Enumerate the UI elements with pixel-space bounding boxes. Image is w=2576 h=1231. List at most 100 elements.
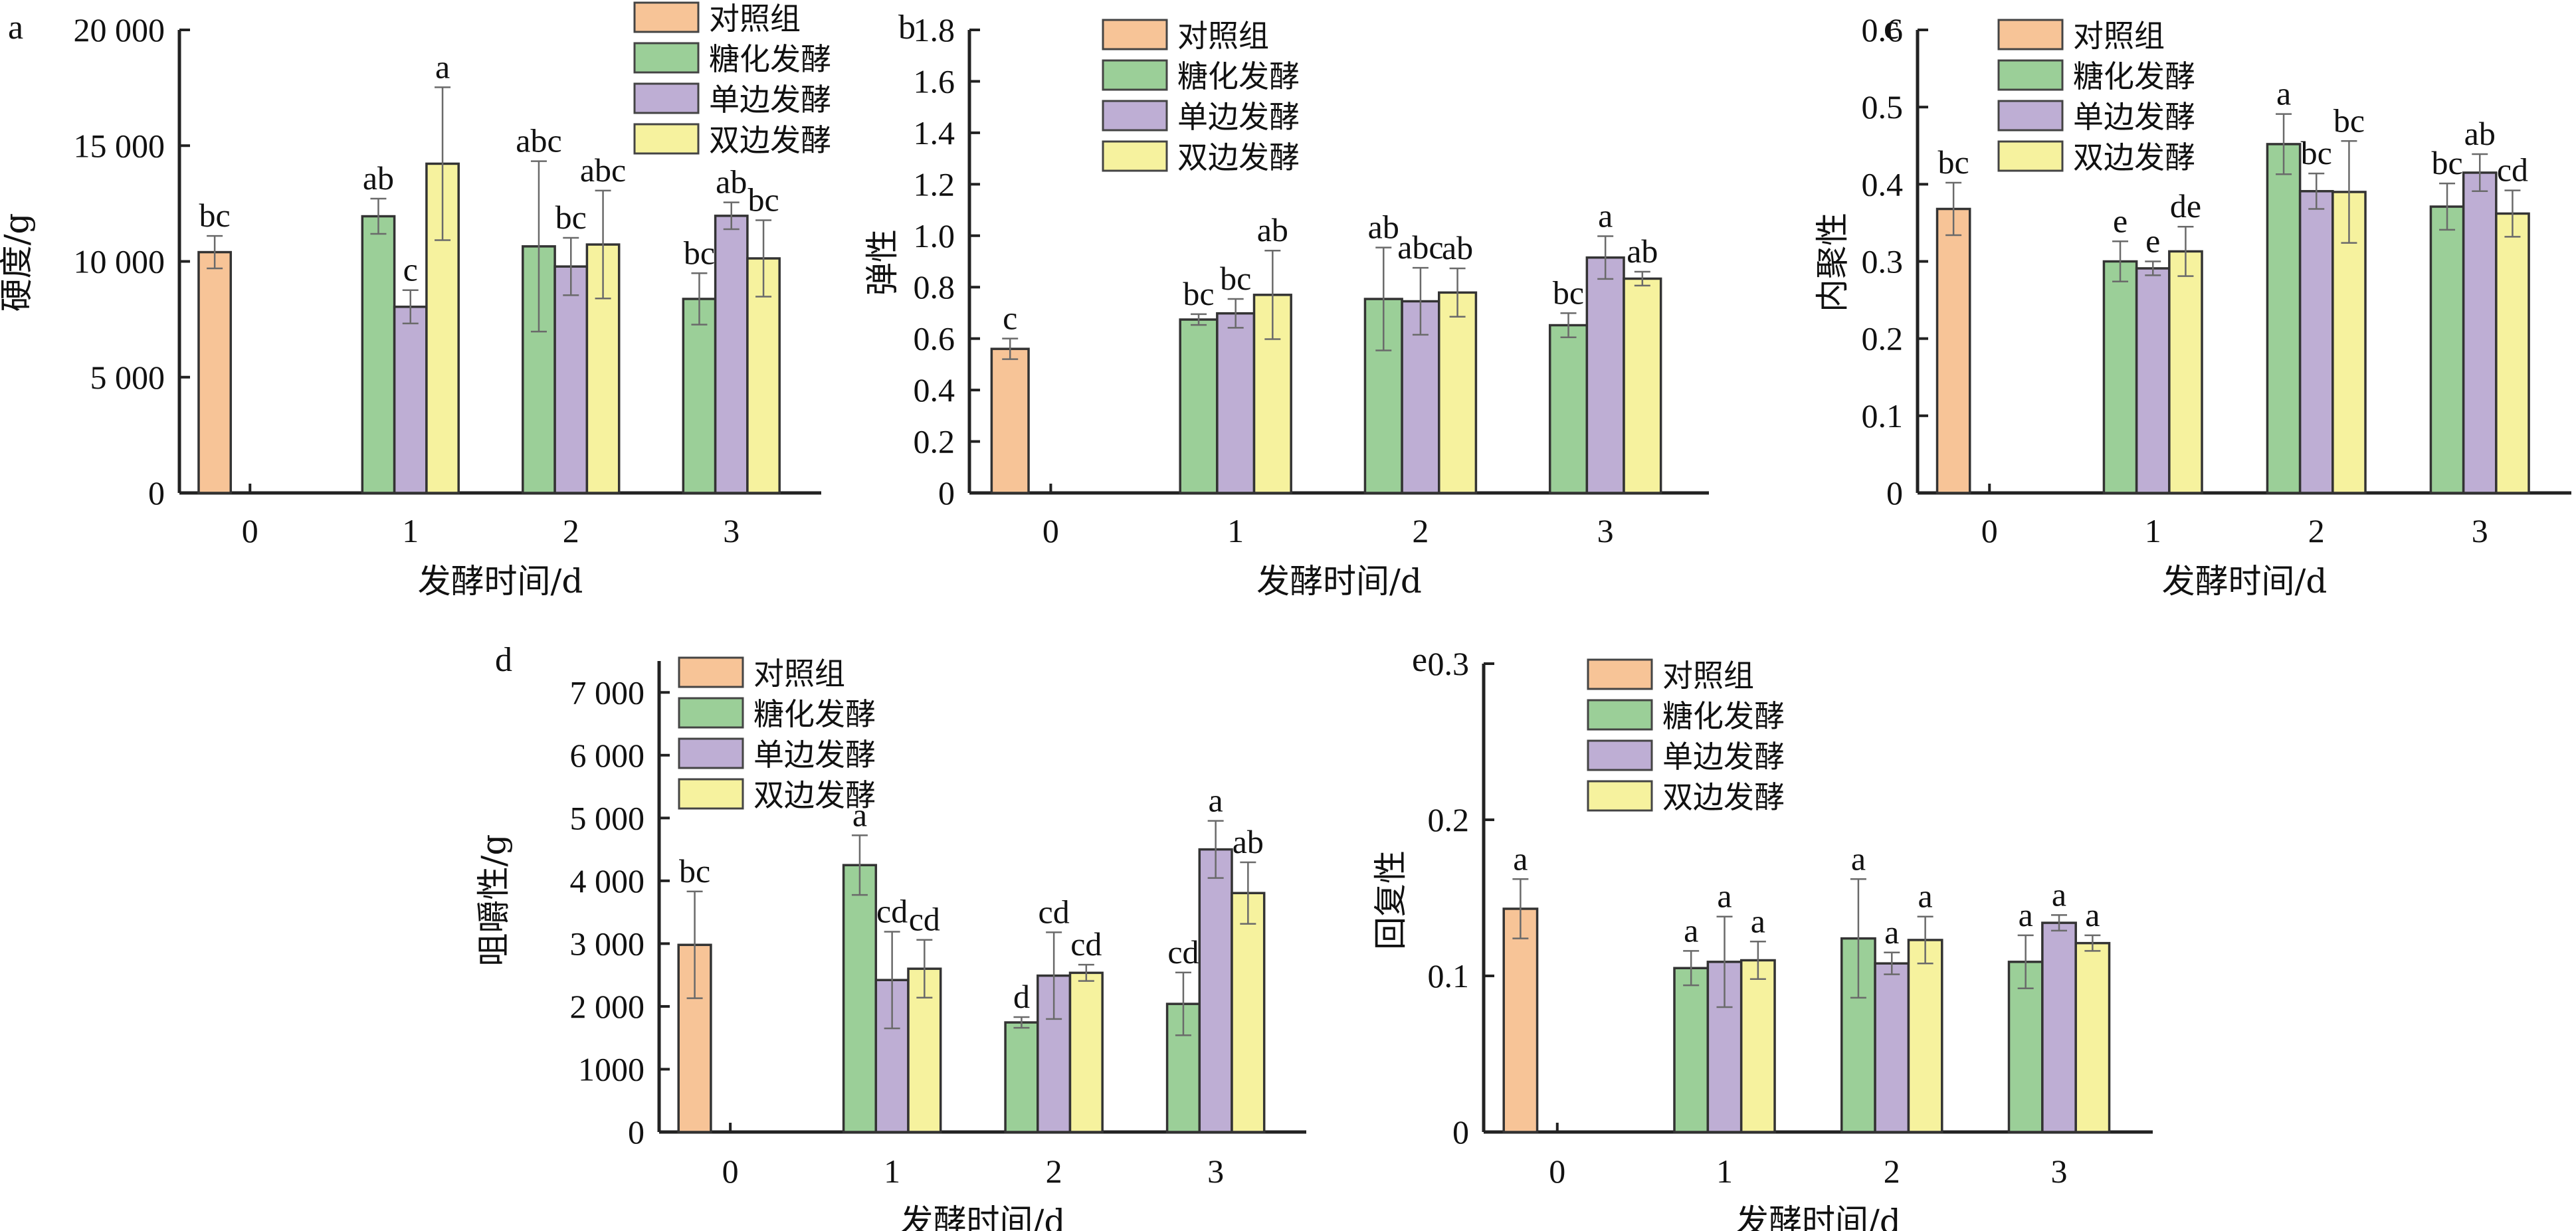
significance-label: bc <box>747 181 779 218</box>
y-tick-label: 0.2 <box>1428 801 1470 838</box>
significance-label: ab <box>716 163 747 201</box>
significance-label: a <box>1513 840 1528 877</box>
legend-swatch-control <box>678 656 744 688</box>
bar-e-day3-double <box>2074 941 2111 1133</box>
legend-label-single: 单边发酵 <box>1662 739 1785 775</box>
significance-label: bc <box>199 197 231 234</box>
significance-label: bc <box>2301 134 2332 171</box>
legend-label-control: 对照组 <box>2073 18 2165 54</box>
legend-label-single: 单边发酵 <box>709 82 831 118</box>
chart-panel-d: d 0 1000 2 000 3 000 4 000 5 000 6 000 7 000 0 bc 1… <box>474 641 1306 1231</box>
legend-label-control: 对照组 <box>1662 658 1754 694</box>
significance-label: c <box>403 251 418 288</box>
y-tick-label: 1.6 <box>914 62 955 100</box>
legend-swatch-saccharification <box>1587 699 1653 731</box>
bar-d-day2-saccharification <box>1004 1021 1039 1133</box>
panel-label: a <box>8 9 23 47</box>
significance-label: a <box>1684 911 1698 949</box>
significance-label: abc <box>1397 229 1443 266</box>
y-tick-label: 0 <box>148 474 165 512</box>
x-axis-title: 发酵时间/d <box>2162 562 2328 601</box>
significance-label: cd <box>2497 151 2528 189</box>
significance-label: a <box>2019 896 2033 933</box>
bar-c-day3-single <box>2462 171 2498 494</box>
bar-c-day2-single <box>2298 190 2334 494</box>
y-tick-label: 0 <box>1452 1113 1469 1151</box>
significance-label: ab <box>363 159 394 197</box>
bar-b-day2-double <box>1438 291 1478 494</box>
significance-label: cd <box>1070 925 1102 963</box>
x-axis-title: 发酵时间/d <box>1256 562 1422 601</box>
x-tick-label: 0 <box>1549 1153 1565 1190</box>
significance-label: ab <box>1257 211 1288 248</box>
significance-label: bc <box>1220 260 1251 297</box>
y-tick-label: 7 000 <box>570 674 645 711</box>
y-tick-label: 0.3 <box>1428 645 1470 682</box>
bar-c-day1-double <box>2168 250 2203 494</box>
significance-label: bc <box>2431 144 2462 181</box>
significance-label: bc <box>679 852 710 890</box>
legend-label-control: 对照组 <box>709 1 801 37</box>
y-tick-label: 0.2 <box>1862 320 1904 357</box>
x-tick-label: 3 <box>1207 1153 1224 1190</box>
significance-label: ab <box>1233 823 1264 860</box>
x-tick-label: 0 <box>722 1153 739 1190</box>
significance-label: cd <box>1039 893 1070 930</box>
bar-d-day2-double <box>1068 971 1104 1133</box>
legend-label-double: 双边发酵 <box>2073 140 2195 175</box>
significance-label: a <box>852 796 867 833</box>
legend-label-double: 双边发酵 <box>753 777 876 813</box>
bar-c-day1-saccharification <box>2102 260 2138 494</box>
bar-e-day3-single <box>2041 921 2077 1133</box>
significance-label: d <box>1013 978 1030 1015</box>
x-tick-label: 1 <box>402 512 419 549</box>
bar-a-day0-control <box>197 250 233 494</box>
y-axis-title: 内聚性 <box>1813 213 1852 312</box>
y-tick-label: 0.4 <box>1862 165 1904 203</box>
bar-d-day3-double <box>1231 892 1266 1133</box>
bar-b-day1-single <box>1216 312 1256 494</box>
legend-swatch-saccharification <box>633 42 700 74</box>
significance-label: cd <box>876 892 908 929</box>
y-tick-label: 20 000 <box>74 11 165 48</box>
legend-label-single: 单边发酵 <box>1177 99 1300 135</box>
legend-label-saccharification: 糖化发酵 <box>1662 698 1785 734</box>
significance-label: cd <box>909 901 940 938</box>
x-tick-label: 2 <box>1412 512 1429 549</box>
significance-label: a <box>1598 197 1613 235</box>
panel-label: b <box>898 9 916 47</box>
bar-b-day1-saccharification <box>1179 318 1219 494</box>
y-tick-label: 10 000 <box>74 243 165 280</box>
significance-label: a <box>1884 913 1899 951</box>
legend-swatch-saccharification <box>1997 59 2064 91</box>
legend-label-single: 单边发酵 <box>753 737 876 773</box>
bar-c-day2-saccharification <box>2266 143 2302 494</box>
bar-e-day2-single <box>1874 962 1910 1133</box>
significance-label: a <box>1209 782 1223 819</box>
chart-panel-e: e00.10.20.30a1aaa2aaa3aaa发酵时间/d回复性对照组糖化发… <box>1371 641 2153 1231</box>
legend-label-single: 单边发酵 <box>2073 99 2195 135</box>
bar-e-day0-control <box>1502 907 1539 1133</box>
bar-c-day0-control <box>1935 207 1971 494</box>
legend-swatch-single <box>1997 100 2064 132</box>
x-tick-label: 0 <box>242 512 258 549</box>
significance-label: abc <box>580 151 626 189</box>
significance-label: a <box>1751 902 1765 939</box>
significance-label: ab <box>1368 209 1399 246</box>
y-tick-label: 0.5 <box>1862 88 1904 126</box>
legend-swatch-single <box>633 82 700 114</box>
legend-swatch-control <box>1587 658 1653 690</box>
bar-e-day1-saccharification <box>1673 967 1710 1133</box>
significance-label: bc <box>1553 274 1584 311</box>
x-tick-label: 1 <box>884 1153 900 1190</box>
legend-swatch-single <box>678 737 744 769</box>
y-tick-label: 1.4 <box>914 114 955 151</box>
bar-c-day3-saccharification <box>2429 205 2465 494</box>
y-axis-title: 硬度/g <box>0 213 36 312</box>
legend-label-control: 对照组 <box>753 656 845 692</box>
legend-label-saccharification: 糖化发酵 <box>2073 58 2195 94</box>
bar-b-day3-saccharification <box>1548 324 1589 494</box>
